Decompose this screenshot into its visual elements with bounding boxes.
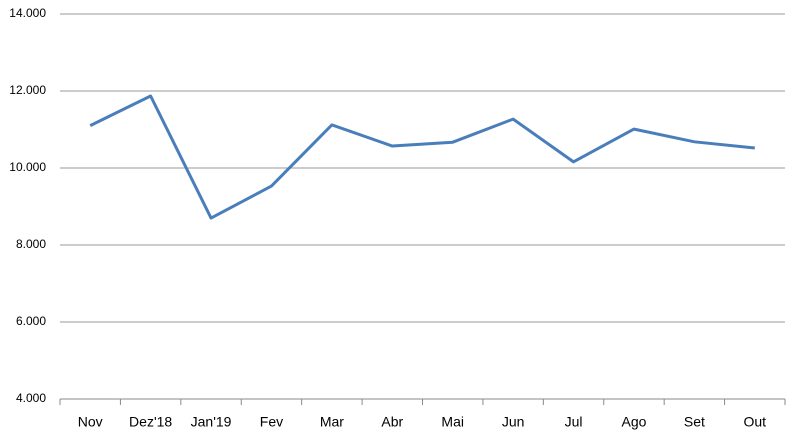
data-line <box>89 94 755 220</box>
x-tick-label: Jan'19 <box>191 414 232 430</box>
y-tick-label: 10.000 <box>9 160 46 174</box>
x-tick-label: Mar <box>320 414 344 430</box>
y-tick-label: 12.000 <box>9 83 46 97</box>
x-tick-label: Jul <box>565 414 583 430</box>
x-tick-label: Mai <box>441 414 464 430</box>
x-tick-label: Ago <box>621 414 646 430</box>
x-tick-label: Abr <box>381 414 403 430</box>
x-tick-label: Jun <box>502 414 525 430</box>
y-tick-label: 6.000 <box>16 314 46 328</box>
y-tick-label: 14.000 <box>9 6 46 20</box>
x-tick-label: Out <box>744 414 767 430</box>
x-tick-label: Nov <box>78 414 103 430</box>
y-tick-label: 4.000 <box>16 391 46 405</box>
x-tick-label: Set <box>684 414 705 430</box>
x-tick-label: Fev <box>260 414 283 430</box>
x-tick-label: Dez'18 <box>129 414 172 430</box>
y-tick-label: 8.000 <box>16 237 46 251</box>
